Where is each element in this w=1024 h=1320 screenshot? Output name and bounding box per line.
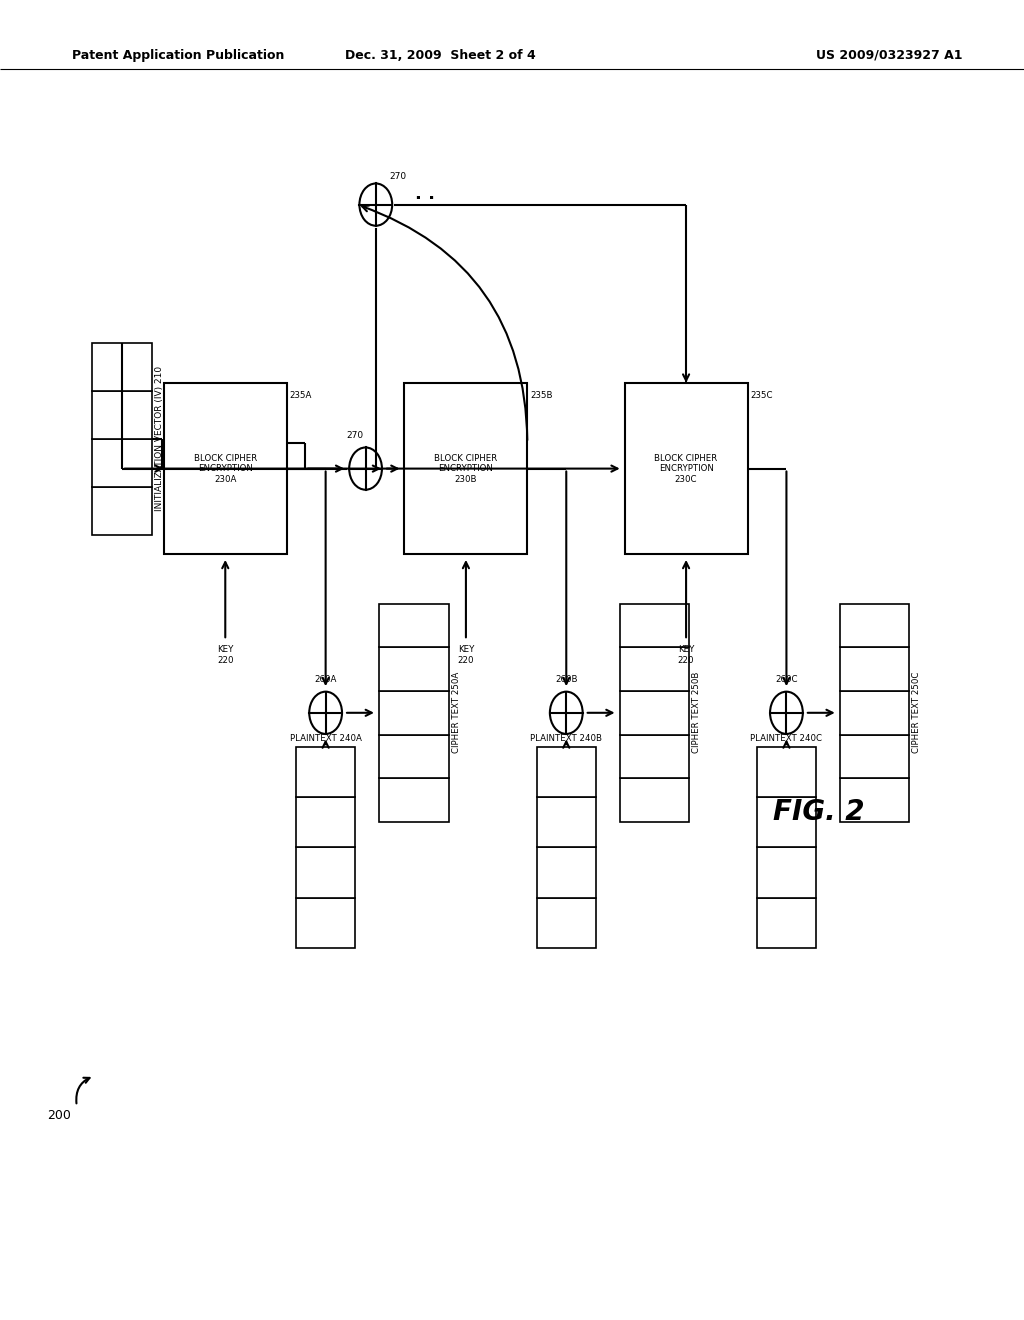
FancyBboxPatch shape xyxy=(840,692,909,734)
Text: KEY
220: KEY 220 xyxy=(678,645,694,665)
Text: KEY
220: KEY 220 xyxy=(217,645,233,665)
FancyBboxPatch shape xyxy=(164,383,287,554)
Text: 260B: 260B xyxy=(555,675,578,684)
FancyBboxPatch shape xyxy=(296,747,355,797)
FancyBboxPatch shape xyxy=(379,734,449,777)
Text: KEY
220: KEY 220 xyxy=(458,645,474,665)
Text: 200: 200 xyxy=(47,1109,72,1122)
Text: 270: 270 xyxy=(390,172,407,181)
Text: PLAINTEXT 240A: PLAINTEXT 240A xyxy=(290,734,361,743)
Text: FIG. 2: FIG. 2 xyxy=(773,797,865,826)
FancyBboxPatch shape xyxy=(92,487,152,535)
FancyBboxPatch shape xyxy=(625,383,748,554)
FancyBboxPatch shape xyxy=(840,647,909,692)
FancyBboxPatch shape xyxy=(404,383,527,554)
Text: 235C: 235C xyxy=(751,391,773,400)
FancyBboxPatch shape xyxy=(379,647,449,692)
Text: PLAINTEXT 240C: PLAINTEXT 240C xyxy=(751,734,822,743)
Text: BLOCK CIPHER
ENCRYPTION
230B: BLOCK CIPHER ENCRYPTION 230B xyxy=(434,454,498,483)
FancyBboxPatch shape xyxy=(537,797,596,847)
FancyBboxPatch shape xyxy=(620,777,689,821)
FancyBboxPatch shape xyxy=(379,603,449,647)
FancyBboxPatch shape xyxy=(296,797,355,847)
Text: 235A: 235A xyxy=(290,391,312,400)
FancyBboxPatch shape xyxy=(757,847,816,898)
Text: 235B: 235B xyxy=(530,391,553,400)
Text: Patent Application Publication: Patent Application Publication xyxy=(72,49,284,62)
Text: Dec. 31, 2009  Sheet 2 of 4: Dec. 31, 2009 Sheet 2 of 4 xyxy=(345,49,536,62)
Text: CIPHER TEXT 250B: CIPHER TEXT 250B xyxy=(692,672,701,754)
FancyBboxPatch shape xyxy=(757,747,816,797)
FancyBboxPatch shape xyxy=(620,603,689,647)
Text: BLOCK CIPHER
ENCRYPTION
230A: BLOCK CIPHER ENCRYPTION 230A xyxy=(194,454,257,483)
Text: · ·: · · xyxy=(415,190,435,209)
FancyBboxPatch shape xyxy=(537,747,596,797)
FancyBboxPatch shape xyxy=(296,847,355,898)
Text: PLAINTEXT 240B: PLAINTEXT 240B xyxy=(530,734,602,743)
FancyBboxPatch shape xyxy=(537,847,596,898)
Text: BLOCK CIPHER
ENCRYPTION
230C: BLOCK CIPHER ENCRYPTION 230C xyxy=(654,454,718,483)
FancyBboxPatch shape xyxy=(92,391,152,438)
Text: CIPHER TEXT 250A: CIPHER TEXT 250A xyxy=(452,672,461,754)
FancyBboxPatch shape xyxy=(296,898,355,948)
FancyBboxPatch shape xyxy=(840,603,909,647)
Text: 260C: 260C xyxy=(775,675,798,684)
FancyBboxPatch shape xyxy=(757,898,816,948)
FancyBboxPatch shape xyxy=(757,797,816,847)
FancyBboxPatch shape xyxy=(379,777,449,821)
Text: INITIALIZATION VECTOR (IV) 210: INITIALIZATION VECTOR (IV) 210 xyxy=(155,367,164,511)
Text: CIPHER TEXT 250C: CIPHER TEXT 250C xyxy=(912,672,922,754)
FancyBboxPatch shape xyxy=(840,777,909,821)
FancyBboxPatch shape xyxy=(92,343,152,391)
Text: 270: 270 xyxy=(347,430,364,440)
FancyBboxPatch shape xyxy=(379,692,449,734)
FancyBboxPatch shape xyxy=(92,438,152,487)
FancyBboxPatch shape xyxy=(537,898,596,948)
FancyBboxPatch shape xyxy=(620,647,689,692)
Text: US 2009/0323927 A1: US 2009/0323927 A1 xyxy=(816,49,963,62)
FancyBboxPatch shape xyxy=(620,734,689,777)
Text: 260A: 260A xyxy=(314,675,337,684)
FancyBboxPatch shape xyxy=(620,692,689,734)
FancyBboxPatch shape xyxy=(840,734,909,777)
